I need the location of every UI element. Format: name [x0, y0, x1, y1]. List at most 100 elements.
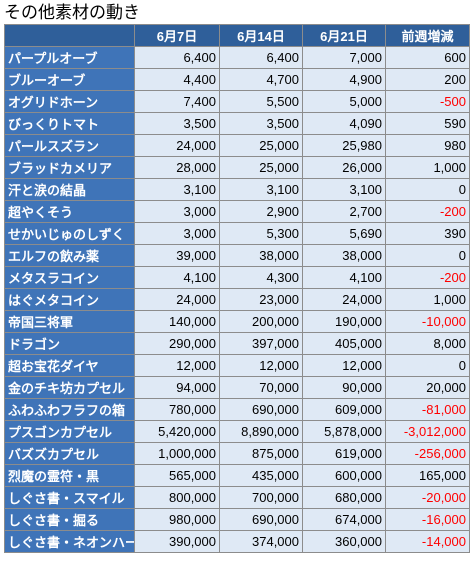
week3-price-cell[interactable]: 38,000: [302, 244, 386, 267]
weekly-change-cell[interactable]: 1,000: [385, 288, 470, 311]
week3-price-cell[interactable]: 405,000: [302, 332, 386, 355]
weekly-change-cell[interactable]: -81,000: [385, 398, 470, 421]
week1-price-cell[interactable]: 3,000: [134, 222, 220, 245]
header-week3[interactable]: 6月21日: [302, 24, 386, 47]
week1-price-cell[interactable]: 800,000: [134, 486, 220, 509]
week1-price-cell[interactable]: 24,000: [134, 288, 220, 311]
week3-price-cell[interactable]: 25,980: [302, 134, 386, 157]
weekly-change-cell[interactable]: -10,000: [385, 310, 470, 333]
week1-price-cell[interactable]: 390,000: [134, 530, 220, 553]
week3-price-cell[interactable]: 2,700: [302, 200, 386, 223]
week3-price-cell[interactable]: 24,000: [302, 288, 386, 311]
item-name-cell[interactable]: 超お宝花ダイヤ: [4, 354, 135, 377]
week1-price-cell[interactable]: 565,000: [134, 464, 220, 487]
header-week1[interactable]: 6月7日: [134, 24, 220, 47]
week1-price-cell[interactable]: 94,000: [134, 376, 220, 399]
week1-price-cell[interactable]: 780,000: [134, 398, 220, 421]
week2-price-cell[interactable]: 4,700: [219, 68, 303, 91]
week1-price-cell[interactable]: 39,000: [134, 244, 220, 267]
week3-price-cell[interactable]: 4,100: [302, 266, 386, 289]
week2-price-cell[interactable]: 374,000: [219, 530, 303, 553]
week1-price-cell[interactable]: 980,000: [134, 508, 220, 531]
weekly-change-cell[interactable]: 20,000: [385, 376, 470, 399]
weekly-change-cell[interactable]: -200: [385, 200, 470, 223]
week1-price-cell[interactable]: 290,000: [134, 332, 220, 355]
week3-price-cell[interactable]: 360,000: [302, 530, 386, 553]
item-name-cell[interactable]: ふわふわフラフの箱: [4, 398, 135, 421]
week2-price-cell[interactable]: 6,400: [219, 46, 303, 69]
week1-price-cell[interactable]: 12,000: [134, 354, 220, 377]
week3-price-cell[interactable]: 7,000: [302, 46, 386, 69]
weekly-change-cell[interactable]: 1,000: [385, 156, 470, 179]
item-name-cell[interactable]: 帝国三将軍: [4, 310, 135, 333]
week3-price-cell[interactable]: 4,090: [302, 112, 386, 135]
week3-price-cell[interactable]: 680,000: [302, 486, 386, 509]
weekly-change-cell[interactable]: 0: [385, 244, 470, 267]
item-name-cell[interactable]: しぐさ書・ネオンハート: [4, 530, 135, 553]
item-name-cell[interactable]: オグリドホーン: [4, 90, 135, 113]
item-name-cell[interactable]: しぐさ書・掘る: [4, 508, 135, 531]
week3-price-cell[interactable]: 26,000: [302, 156, 386, 179]
week2-price-cell[interactable]: 23,000: [219, 288, 303, 311]
week3-price-cell[interactable]: 90,000: [302, 376, 386, 399]
item-name-cell[interactable]: ブラッドカメリア: [4, 156, 135, 179]
item-name-cell[interactable]: エルフの飲み薬: [4, 244, 135, 267]
item-name-cell[interactable]: プスゴンカプセル: [4, 420, 135, 443]
item-name-cell[interactable]: パープルオーブ: [4, 46, 135, 69]
weekly-change-cell[interactable]: -256,000: [385, 442, 470, 465]
week2-price-cell[interactable]: 200,000: [219, 310, 303, 333]
item-name-cell[interactable]: びっくりトマト: [4, 112, 135, 135]
week2-price-cell[interactable]: 38,000: [219, 244, 303, 267]
week1-price-cell[interactable]: 4,400: [134, 68, 220, 91]
header-week2[interactable]: 6月14日: [219, 24, 303, 47]
week2-price-cell[interactable]: 3,500: [219, 112, 303, 135]
week3-price-cell[interactable]: 609,000: [302, 398, 386, 421]
week3-price-cell[interactable]: 619,000: [302, 442, 386, 465]
week3-price-cell[interactable]: 674,000: [302, 508, 386, 531]
weekly-change-cell[interactable]: 600: [385, 46, 470, 69]
weekly-change-cell[interactable]: -16,000: [385, 508, 470, 531]
week3-price-cell[interactable]: 12,000: [302, 354, 386, 377]
week2-price-cell[interactable]: 875,000: [219, 442, 303, 465]
item-name-cell[interactable]: メタスラコイン: [4, 266, 135, 289]
item-name-cell[interactable]: パールスズラン: [4, 134, 135, 157]
week1-price-cell[interactable]: 140,000: [134, 310, 220, 333]
week2-price-cell[interactable]: 397,000: [219, 332, 303, 355]
weekly-change-cell[interactable]: -200: [385, 266, 470, 289]
week3-price-cell[interactable]: 190,000: [302, 310, 386, 333]
week2-price-cell[interactable]: 25,000: [219, 134, 303, 157]
header-corner-cell[interactable]: [4, 24, 135, 47]
week1-price-cell[interactable]: 3,500: [134, 112, 220, 135]
weekly-change-cell[interactable]: -20,000: [385, 486, 470, 509]
week3-price-cell[interactable]: 600,000: [302, 464, 386, 487]
item-name-cell[interactable]: 金のチキ坊カプセル: [4, 376, 135, 399]
week2-price-cell[interactable]: 435,000: [219, 464, 303, 487]
item-name-cell[interactable]: 汗と涙の結晶: [4, 178, 135, 201]
week3-price-cell[interactable]: 5,878,000: [302, 420, 386, 443]
week1-price-cell[interactable]: 3,000: [134, 200, 220, 223]
week2-price-cell[interactable]: 70,000: [219, 376, 303, 399]
item-name-cell[interactable]: ドラゴン: [4, 332, 135, 355]
week3-price-cell[interactable]: 4,900: [302, 68, 386, 91]
weekly-change-cell[interactable]: -500: [385, 90, 470, 113]
week1-price-cell[interactable]: 28,000: [134, 156, 220, 179]
item-name-cell[interactable]: はぐメタコイン: [4, 288, 135, 311]
weekly-change-cell[interactable]: 200: [385, 68, 470, 91]
week1-price-cell[interactable]: 1,000,000: [134, 442, 220, 465]
weekly-change-cell[interactable]: 8,000: [385, 332, 470, 355]
week1-price-cell[interactable]: 3,100: [134, 178, 220, 201]
item-name-cell[interactable]: 超やくそう: [4, 200, 135, 223]
week1-price-cell[interactable]: 5,420,000: [134, 420, 220, 443]
week2-price-cell[interactable]: 2,900: [219, 200, 303, 223]
week3-price-cell[interactable]: 5,000: [302, 90, 386, 113]
header-diff[interactable]: 前週増減: [385, 24, 470, 47]
week2-price-cell[interactable]: 4,300: [219, 266, 303, 289]
week1-price-cell[interactable]: 4,100: [134, 266, 220, 289]
week3-price-cell[interactable]: 3,100: [302, 178, 386, 201]
item-name-cell[interactable]: バズズカプセル: [4, 442, 135, 465]
weekly-change-cell[interactable]: 0: [385, 354, 470, 377]
week1-price-cell[interactable]: 24,000: [134, 134, 220, 157]
item-name-cell[interactable]: せかいじゅのしずく: [4, 222, 135, 245]
weekly-change-cell[interactable]: 390: [385, 222, 470, 245]
week2-price-cell[interactable]: 5,500: [219, 90, 303, 113]
